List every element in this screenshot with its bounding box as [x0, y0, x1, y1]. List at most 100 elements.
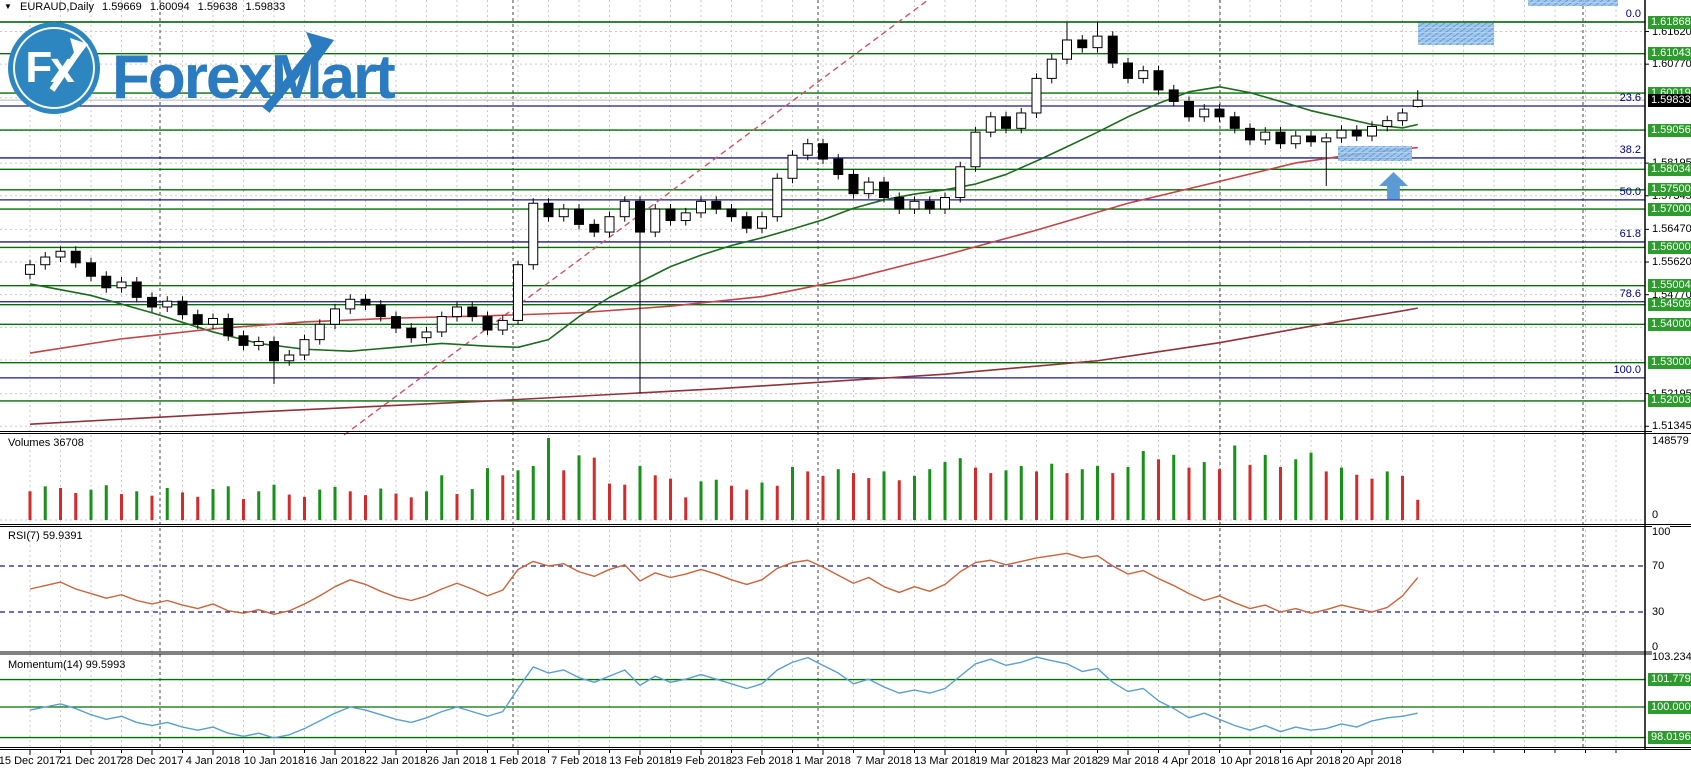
rsi-axis-label: 30 — [1652, 606, 1665, 618]
date-label: 21 Dec 2017 — [59, 755, 123, 767]
candle — [1412, 99, 1423, 107]
candle — [970, 131, 981, 168]
candle — [955, 166, 966, 198]
momentum-axis-top: 103.2345 — [1652, 651, 1691, 664]
date-label: 13 Mar 2018 — [914, 755, 976, 767]
moving-averages — [29, 86, 1418, 425]
candle — [1260, 131, 1271, 141]
candle — [299, 339, 310, 356]
candle — [86, 262, 96, 277]
rsi-panel-lines — [0, 552, 1645, 615]
candle — [345, 298, 356, 310]
rsi-axis-label: 100 — [1652, 525, 1671, 538]
price-level-badge: 1.61043 — [1648, 47, 1691, 61]
rsi-axis-label: 0 — [1652, 640, 1659, 653]
volumes-axis-min: 0 — [1652, 509, 1659, 521]
candle — [391, 316, 401, 329]
candle — [665, 208, 676, 222]
current-price-badge: 1.59833 — [1648, 93, 1691, 107]
momentum-level-badge: 98.0196 — [1648, 731, 1691, 745]
price-axis-label: 1.60770 — [1652, 58, 1691, 71]
candle — [284, 354, 295, 362]
candle — [360, 298, 371, 306]
fibonacci-level-label: 23.6 — [1619, 91, 1641, 104]
candle — [1275, 131, 1286, 145]
ohlc-open: 1.59669 — [102, 1, 142, 13]
date-label: 23 Mar 2018 — [1036, 755, 1098, 767]
price-axis-label: 1.61620 — [1652, 25, 1691, 38]
candle — [1123, 62, 1133, 79]
date-label: 4 Jan 2018 — [185, 755, 241, 767]
candle — [635, 200, 645, 233]
candle — [177, 300, 188, 316]
date-label: 26 Jan 2018 — [426, 755, 488, 767]
ohlc-high: 1.60094 — [149, 1, 190, 13]
logo-ring — [13, 27, 95, 109]
candle — [1092, 35, 1103, 49]
price-level-badge: 1.57500 — [1648, 183, 1691, 197]
candle — [741, 216, 752, 229]
date-label: 19 Mar 2018 — [975, 755, 1037, 767]
date-label: 4 Apr 2018 — [1162, 755, 1216, 767]
candle — [1367, 125, 1377, 137]
candle — [757, 216, 767, 229]
candle — [436, 316, 447, 333]
candle — [208, 318, 218, 325]
candle — [25, 264, 35, 275]
candle — [879, 181, 889, 198]
candle — [1168, 89, 1179, 102]
candle — [116, 281, 127, 289]
candle — [1290, 135, 1301, 145]
candle — [528, 202, 539, 266]
analysis-zones — [1338, 0, 1618, 161]
price-level-badge: 1.53000 — [1648, 356, 1691, 370]
candle — [375, 304, 386, 318]
candle — [131, 281, 142, 298]
supply-zone-top-sliver — [1528, 0, 1618, 6]
candle — [1351, 129, 1362, 137]
price-level-badge: 1.58034 — [1648, 162, 1691, 176]
price-axis-label: 1.55620 — [1652, 256, 1691, 269]
ohlc-low: 1.59638 — [197, 1, 238, 13]
candle — [940, 196, 950, 210]
candle — [802, 143, 813, 156]
price-level-badge: 1.61868 — [1648, 15, 1691, 29]
price-axis-label: 1.51345 — [1652, 420, 1691, 433]
price-level-badge: 1.56000 — [1648, 240, 1691, 254]
candle — [848, 173, 859, 195]
candle — [421, 331, 432, 339]
month-separators — [159, 0, 1584, 748]
candle — [1077, 39, 1088, 49]
candle — [1397, 112, 1408, 122]
date-label: 10 Jan 2018 — [243, 755, 305, 767]
candle — [497, 319, 508, 331]
candle — [406, 327, 417, 339]
volumes-bars — [28, 438, 1420, 520]
date-label: 7 Mar 2018 — [856, 755, 912, 767]
candle — [1046, 58, 1057, 79]
candle — [1031, 77, 1042, 114]
candle — [238, 335, 249, 346]
price-level-badge: 1.57000 — [1648, 202, 1691, 216]
symbol-ohlc-info: ▼ EURAUD,Daily 1.59669 1.60094 1.59638 1… — [4, 1, 290, 13]
candle — [543, 202, 554, 218]
candle — [1153, 70, 1164, 91]
candle — [1336, 129, 1347, 139]
volumes-axis-max: 148579 — [1652, 435, 1689, 447]
candle — [55, 250, 66, 258]
candle — [1184, 100, 1194, 118]
candle — [863, 181, 874, 195]
forexmart-logo: Fx ForexMart — [6, 20, 396, 116]
candle — [650, 208, 661, 233]
logo-up-arrow-icon — [49, 38, 88, 92]
forexmart-brand-text: ForexMart — [112, 43, 396, 112]
candle — [1138, 70, 1149, 79]
panel-borders — [0, 0, 1691, 750]
price-level-badge: 1.54000 — [1648, 317, 1691, 331]
symbol-dropdown-icon[interactable]: ▼ — [4, 2, 12, 11]
symbol-period-label: EURAUD,Daily — [19, 1, 94, 13]
candle — [330, 308, 340, 325]
candle — [924, 200, 935, 210]
